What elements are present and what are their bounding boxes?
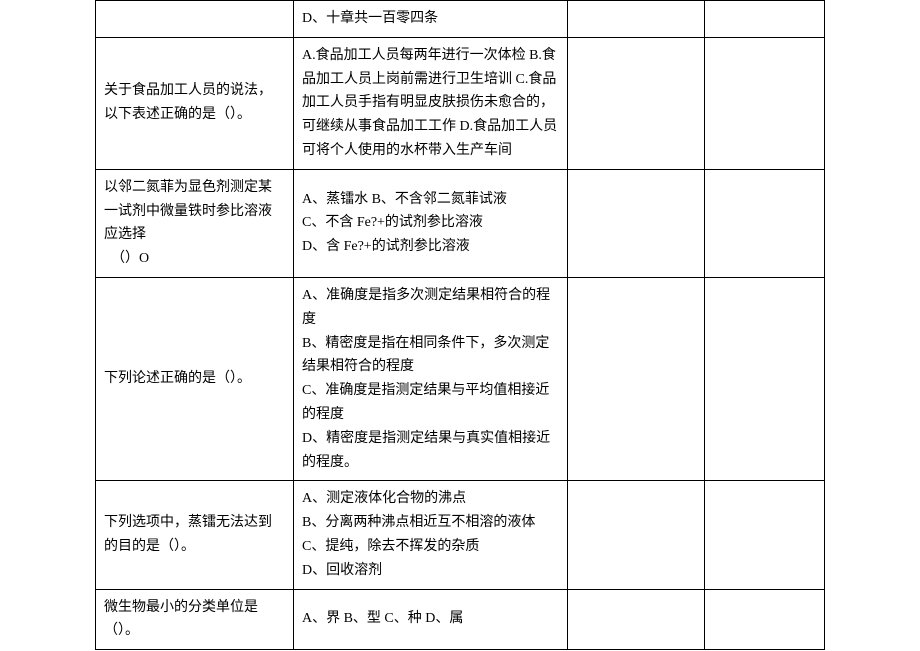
table-row: 以邻二氮菲为显色剂测定某一试剂中微量铁时参比溶液应选择 （）O A、蒸镭水 B、… bbox=[96, 169, 825, 277]
empty-cell bbox=[568, 169, 705, 277]
options-cell: A、界 B、型 C、种 D、属 bbox=[293, 589, 567, 650]
table-row: 微生物最小的分类单位是（）。 A、界 B、型 C、种 D、属 bbox=[96, 589, 825, 650]
question-cell: 下列论述正确的是（）。 bbox=[96, 277, 294, 480]
empty-cell bbox=[705, 481, 825, 589]
empty-cell bbox=[568, 277, 705, 480]
question-cell: 以邻二氮菲为显色剂测定某一试剂中微量铁时参比溶液应选择 （）O bbox=[96, 169, 294, 277]
empty-cell bbox=[568, 37, 705, 169]
empty-cell bbox=[568, 589, 705, 650]
question-cell: 下列选项中，蒸镭无法达到的目的是（）。 bbox=[96, 481, 294, 589]
options-cell: A、蒸镭水 B、不含邻二氮菲试液 C、不含 Fe?+的试剂参比溶液 D、含 Fe… bbox=[293, 169, 567, 277]
options-cell: A.食品加工人员每两年进行一次体检 B.食品加工人员上岗前需进行卫生培训 C.食… bbox=[293, 37, 567, 169]
question-cell bbox=[96, 1, 294, 38]
table-row: 关于食品加工人员的说法，以下表述正确的是（）。 A.食品加工人员每两年进行一次体… bbox=[96, 37, 825, 169]
empty-cell bbox=[568, 1, 705, 38]
options-cell: A、准确度是指多次测定结果相符合的程度 B、精密度是指在相同条件下，多次测定结果… bbox=[293, 277, 567, 480]
empty-cell bbox=[705, 169, 825, 277]
empty-cell bbox=[705, 37, 825, 169]
empty-cell bbox=[705, 1, 825, 38]
table-row: 下列论述正确的是（）。 A、准确度是指多次测定结果相符合的程度 B、精密度是指在… bbox=[96, 277, 825, 480]
options-cell: A、测定液体化合物的沸点 B、分离两种沸点相近互不相溶的液体 C、提纯，除去不挥… bbox=[293, 481, 567, 589]
empty-cell bbox=[705, 589, 825, 650]
table-row: 下列选项中，蒸镭无法达到的目的是（）。 A、测定液体化合物的沸点 B、分离两种沸… bbox=[96, 481, 825, 589]
question-cell: 关于食品加工人员的说法，以下表述正确的是（）。 bbox=[96, 37, 294, 169]
empty-cell bbox=[705, 277, 825, 480]
options-cell: D、十章共一百零四条 bbox=[293, 1, 567, 38]
question-cell: 微生物最小的分类单位是（）。 bbox=[96, 589, 294, 650]
table-row: D、十章共一百零四条 bbox=[96, 1, 825, 38]
empty-cell bbox=[568, 481, 705, 589]
question-table: D、十章共一百零四条 关于食品加工人员的说法，以下表述正确的是（）。 A.食品加… bbox=[95, 0, 825, 650]
page-container: D、十章共一百零四条 关于食品加工人员的说法，以下表述正确的是（）。 A.食品加… bbox=[0, 0, 920, 650]
